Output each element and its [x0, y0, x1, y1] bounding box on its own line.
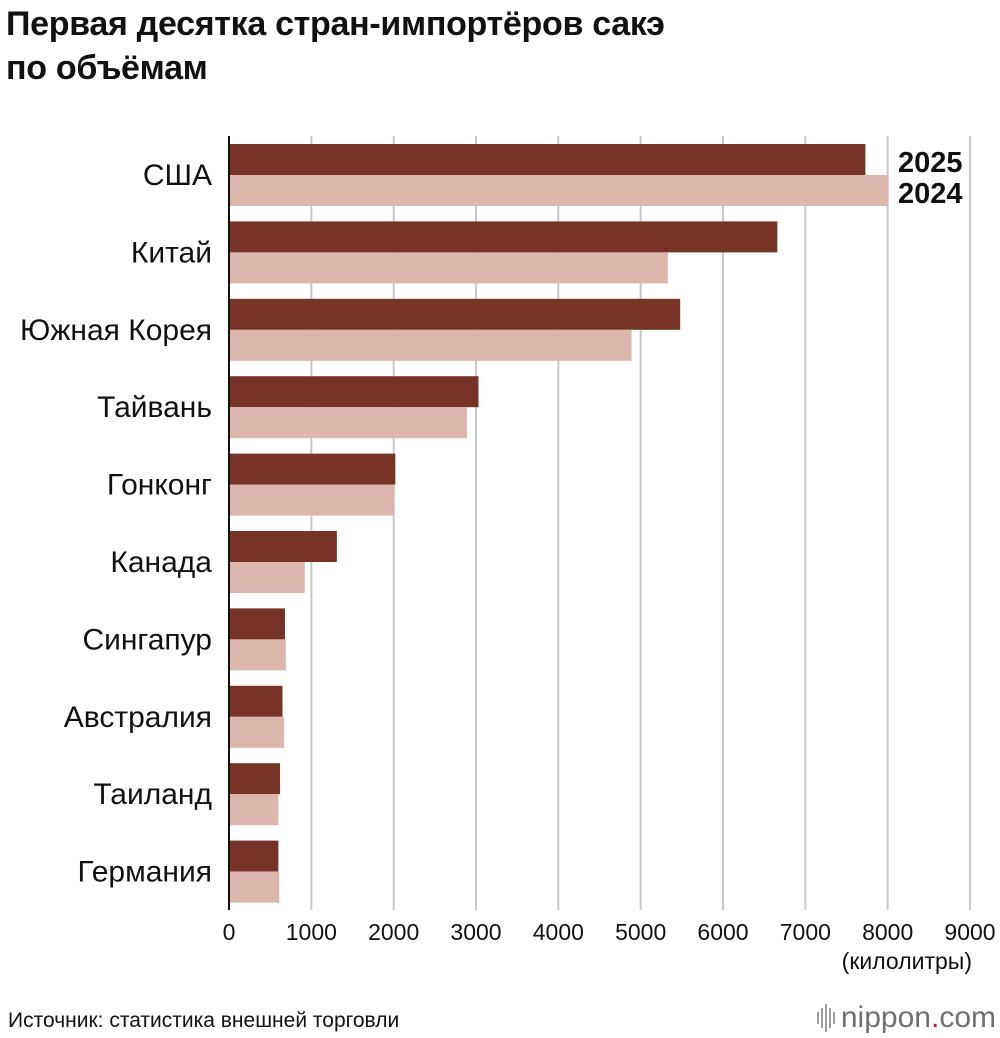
- bar-2025-5: [229, 453, 396, 485]
- category-label: Сингапур: [82, 623, 212, 656]
- x-axis-label: (килолитры): [842, 948, 972, 974]
- nippon-logo: nippon.com: [816, 1000, 996, 1036]
- bar-2025-4: [229, 376, 479, 408]
- x-tick-label: 5000: [615, 919, 666, 945]
- bar-2024-2: [229, 252, 668, 284]
- chart-title: Первая десятка стран-импортёров сакэ по …: [6, 2, 986, 90]
- bar-2024-3: [229, 329, 632, 361]
- x-tick-label: 8000: [862, 919, 913, 945]
- x-tick-label: 6000: [697, 919, 748, 945]
- x-tick-label: 4000: [533, 919, 584, 945]
- x-tick-label: 7000: [780, 919, 831, 945]
- chart-title-line-1: Первая десятка стран-импортёров сакэ: [6, 5, 665, 43]
- bar-2025-1: [229, 144, 866, 175]
- bar-2025-3: [229, 298, 681, 330]
- category-label: Тайвань: [97, 391, 212, 424]
- logo-bars-icon: [816, 1002, 835, 1034]
- bar-2025-10: [229, 840, 279, 872]
- category-label: Китай: [131, 236, 212, 269]
- legend-2024: 2024: [898, 178, 963, 210]
- bar-2025-9: [229, 763, 281, 795]
- category-label: Австралия: [64, 701, 212, 734]
- bar-2024-1: [229, 175, 889, 206]
- bar-2025-7: [229, 608, 285, 640]
- category-label: Южная Корея: [20, 314, 212, 347]
- legend-2025: 2025: [898, 147, 963, 179]
- bar-2025-2: [229, 221, 778, 253]
- bar-2024-8: [229, 716, 285, 748]
- x-tick-label: 3000: [450, 919, 501, 945]
- source-note: Источник: статистика внешней торговли: [8, 1009, 400, 1032]
- category-label: Гонконг: [107, 469, 212, 502]
- bar-2025-6: [229, 531, 337, 562]
- logo-dot: .: [930, 1001, 940, 1034]
- x-tick-label: 1000: [286, 919, 337, 945]
- chart-title-line-2: по объёмам: [6, 49, 208, 87]
- category-label: Канада: [110, 546, 212, 579]
- bar-2024-9: [229, 794, 279, 826]
- bar-2024-6: [229, 562, 305, 593]
- category-label: Германия: [78, 856, 213, 889]
- x-tick-label: 0: [223, 919, 236, 945]
- bar-2024-5: [229, 484, 395, 516]
- x-tick-label: 9000: [944, 919, 995, 945]
- bar-2024-4: [229, 407, 467, 439]
- logo-word: nippon: [840, 1001, 931, 1034]
- bar-2024-10: [229, 871, 280, 903]
- bar-chart: США Китай Южная Корея Тайвань Гонконг Канада С…: [20, 136, 996, 974]
- bar-2024-7: [229, 639, 286, 671]
- category-label: Таиланд: [93, 778, 212, 811]
- bar-2025-8: [229, 685, 283, 717]
- logo-tld: com: [939, 1001, 996, 1034]
- category-label: США: [143, 159, 212, 192]
- x-tick-label: 2000: [368, 919, 419, 945]
